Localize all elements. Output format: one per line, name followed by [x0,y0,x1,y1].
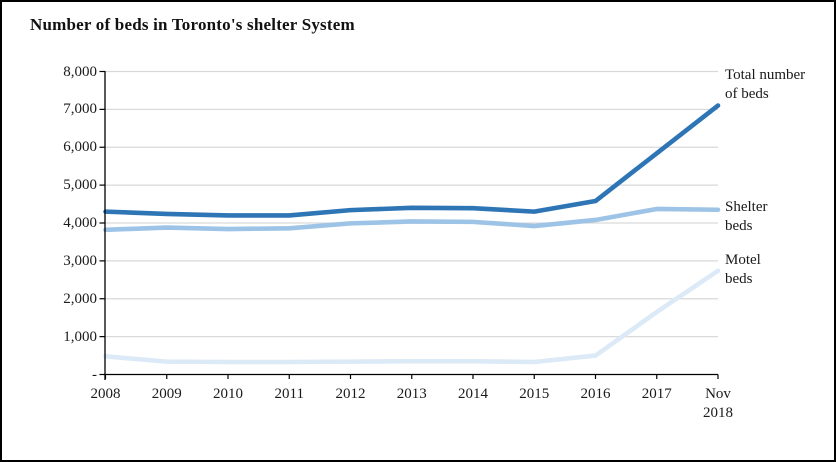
x-tick-label: 2011 [274,385,304,402]
series-label-motel-beds: Motel beds [725,252,761,287]
y-tick-label: - [92,366,97,383]
series-line-total-number-of-beds [103,103,721,218]
x-tick-label: 2017 [641,385,672,402]
y-tick-label: 4,000 [63,215,97,231]
x-tick-label: 2009 [151,385,182,402]
x-tick-label: 2015 [519,385,550,402]
y-tick-label: 7,000 [63,101,97,118]
x-tick-label: 2013 [396,385,427,402]
y-tick-label: 1,000 [63,328,97,345]
x-tick-label: 2014 [458,385,488,402]
y-tick-label: 3,000 [63,252,97,269]
x-tick-label: 2008 [90,385,121,402]
x-tick-label: Nov 2018 [703,385,733,421]
y-tick-label: 8,000 [63,63,97,80]
x-tick-label: 2010 [213,385,243,402]
y-tick-label: 5,000 [63,177,97,194]
series-line-shelter-beds [103,206,721,233]
series-label-shelter-beds: Shelter beds [725,199,768,234]
y-tick-label: 6,000 [63,139,97,156]
series-line-motel-beds [103,268,721,365]
x-tick-label: 2012 [335,385,366,402]
chart-title: Number of beds in Toronto's shelter Syst… [30,15,355,34]
series-label-total-number-of-beds: Total number of beds [725,67,806,102]
y-tick-label: 2,000 [63,290,97,307]
x-tick-label: 2016 [580,385,611,402]
